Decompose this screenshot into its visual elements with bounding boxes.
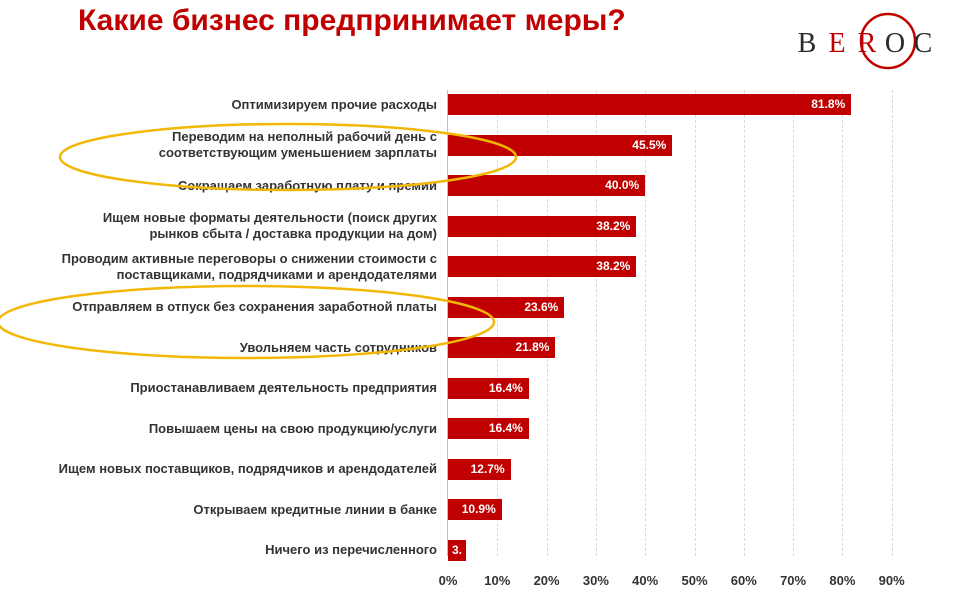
category-label: Переводим на неполный рабочий день с соот… bbox=[158, 129, 437, 160]
bar-value-label: 23.6% bbox=[524, 299, 559, 314]
x-tick-label: 50% bbox=[681, 573, 708, 588]
gridline bbox=[842, 90, 844, 556]
bar-value-label: 3. bbox=[452, 542, 463, 557]
bar bbox=[448, 539, 466, 561]
category-label: Увольняем часть сотрудников bbox=[239, 339, 437, 355]
category-label: Открываем кредитные линии в банке bbox=[193, 501, 437, 517]
gridline bbox=[891, 90, 894, 556]
bar bbox=[448, 215, 637, 237]
x-tick-label: 60% bbox=[730, 573, 757, 588]
bar-value-label: 10.9% bbox=[461, 502, 496, 516]
gridline bbox=[595, 90, 598, 556]
gridline bbox=[546, 90, 549, 556]
bar-value-label: 81.8% bbox=[811, 97, 846, 111]
category-label: Повышаем цены на свою продукцию/услуги bbox=[148, 420, 437, 436]
gridline bbox=[497, 90, 499, 556]
category-label: Ничего из перечисленного bbox=[265, 542, 437, 557]
logo-letter-o: O bbox=[885, 28, 907, 59]
gridline bbox=[743, 90, 746, 556]
category-label: Приостанавливаем деятельность предприяти… bbox=[130, 380, 437, 395]
bar bbox=[448, 499, 502, 520]
x-tick-label: 10% bbox=[484, 573, 511, 588]
x-tick-label: 0% bbox=[438, 573, 458, 588]
logo-letter-r: R bbox=[858, 28, 879, 59]
bar-value-label: 45.5% bbox=[632, 137, 667, 152]
category-label: Сокращаем заработную плату и премии bbox=[177, 177, 437, 193]
y-axis-line bbox=[447, 90, 448, 556]
bar bbox=[448, 256, 637, 277]
x-tick-label: 80% bbox=[829, 573, 856, 588]
logo-ring bbox=[859, 12, 917, 70]
category-label: Ищем новых поставщиков, подрядчиков и ар… bbox=[58, 461, 437, 476]
bar bbox=[448, 94, 852, 115]
x-tick-label: 70% bbox=[780, 573, 807, 588]
x-tick-label: 20% bbox=[533, 573, 560, 588]
bar-value-label: 21.8% bbox=[515, 340, 550, 354]
logo-letter-c: C bbox=[914, 28, 935, 59]
bar-value-label: 12.7% bbox=[470, 461, 505, 476]
x-tick-label: 30% bbox=[582, 573, 609, 588]
x-tick-label: 90% bbox=[878, 573, 905, 588]
bar-value-label: 16.4% bbox=[488, 380, 523, 395]
gridline bbox=[793, 90, 795, 556]
x-tick-label: 40% bbox=[632, 573, 659, 588]
bar bbox=[448, 418, 529, 439]
gridline bbox=[694, 90, 697, 556]
bar bbox=[448, 458, 511, 480]
bar bbox=[448, 377, 529, 399]
category-label: Ищем новые форматы деятельности (поиск д… bbox=[102, 210, 437, 241]
bar-value-label: 16.4% bbox=[488, 421, 523, 435]
gridline bbox=[645, 90, 647, 556]
category-label: Оптимизируем прочие расходы bbox=[231, 96, 437, 112]
bar-value-label: 40.0% bbox=[605, 178, 640, 192]
category-label: Проводим активные переговоры о снижении … bbox=[61, 250, 437, 282]
logo-letter-e: E bbox=[828, 28, 847, 59]
bar-value-label: 38.2% bbox=[596, 259, 631, 273]
category-label: Отправляем в отпуск без сохранения зараб… bbox=[72, 299, 437, 314]
page-title: Какие бизнес предпринимает меры? bbox=[78, 4, 626, 37]
logo-letter-b: B bbox=[798, 28, 819, 59]
bar-value-label: 38.2% bbox=[596, 218, 631, 233]
